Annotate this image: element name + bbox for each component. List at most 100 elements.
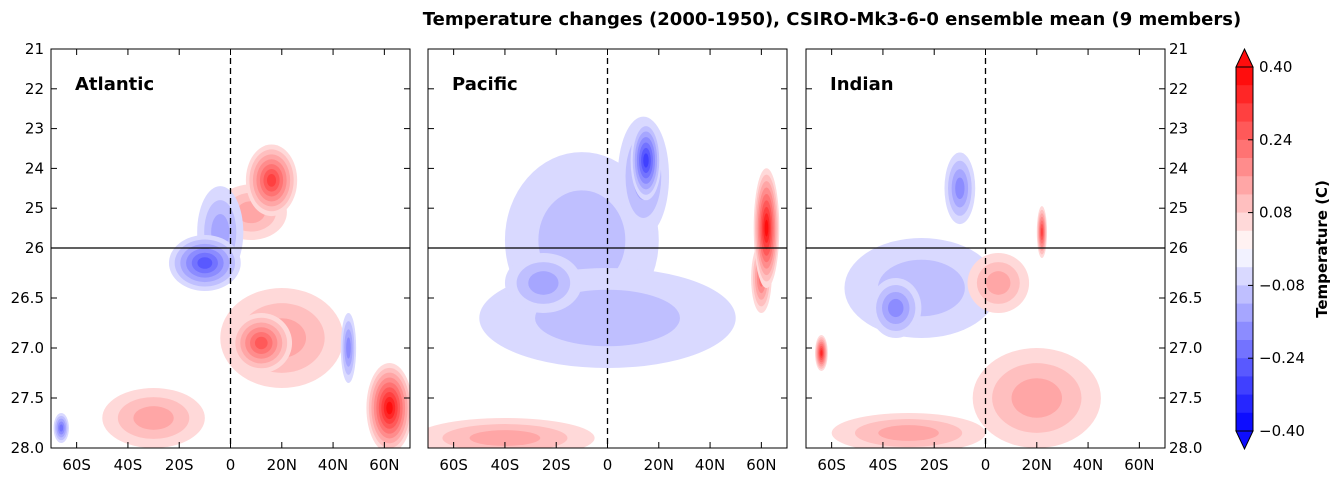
- contour-band: [346, 337, 351, 359]
- panel-pacific: 60S 40S 20S 0 20N 40N 60N Pacific: [427, 48, 788, 474]
- contour-field: [53, 144, 410, 448]
- x-tick-label: 40N: [695, 456, 725, 474]
- x-tick-label: 20N: [267, 456, 297, 474]
- contour-band: [197, 257, 213, 269]
- x-tick-label: 20N: [1022, 456, 1052, 474]
- y-tick-label-right: 22: [1169, 80, 1188, 98]
- colorbar: 0.40 0.24 0.08 −0.08 −0.24 −0.40 Temperature (…: [1235, 47, 1331, 451]
- panel-atlantic: 60S 40S 20S 0 20N 40N 60N Atlantic: [50, 48, 411, 474]
- colorbar-band: [1236, 340, 1253, 359]
- colorbar-tick-label: −0.24: [1259, 349, 1305, 367]
- contour-band: [1041, 227, 1043, 237]
- x-tick-label: 0: [226, 456, 236, 474]
- colorbar-frame: [1235, 66, 1254, 432]
- x-tick-label: 40S: [869, 456, 898, 474]
- contour-band: [59, 424, 64, 432]
- x-tick-label: 20S: [165, 456, 194, 474]
- y-tick-label-left: 26.5: [11, 289, 44, 307]
- contour-band: [1011, 378, 1063, 418]
- colorbar-band: [1236, 285, 1253, 305]
- panels-group: 60S 40S 20S 0 20N 40N 60N Atlantic 60S 40S 20S 0 20N…: [11, 40, 1203, 474]
- x-tick-label: 20S: [920, 456, 949, 474]
- contour-field: [814, 152, 1101, 448]
- colorbar-tick-label: 0.24: [1259, 131, 1292, 149]
- colorbar-band: [1236, 103, 1253, 123]
- x-tick-label: 0: [603, 456, 613, 474]
- colorbar-tick-label: 0.40: [1259, 58, 1292, 76]
- y-tick-label-left: 24: [25, 159, 44, 177]
- colorbar-label: Temperature (C): [1313, 180, 1331, 318]
- contour-band: [386, 401, 393, 415]
- colorbar-tick-label: 0.08: [1259, 204, 1292, 222]
- y-tick-label-right: 26: [1169, 239, 1188, 257]
- colorbar-tick-label: −0.08: [1259, 276, 1305, 294]
- y-tick-label-right: 27.5: [1169, 389, 1202, 407]
- x-tick-label: 40N: [1073, 456, 1103, 474]
- colorbar-band: [1236, 194, 1253, 214]
- contour-band: [764, 219, 769, 237]
- x-tick-label: 0: [981, 456, 991, 474]
- x-tick-label: 60N: [369, 456, 399, 474]
- x-tick-label: 40N: [318, 456, 348, 474]
- colorbar-band: [1236, 212, 1253, 232]
- y-tick-label-right: 23: [1169, 120, 1188, 138]
- contour-band: [266, 173, 277, 187]
- colorbar-band: [1236, 121, 1253, 141]
- chart-title: Temperature changes (2000-1950), CSIRO-M…: [423, 9, 1241, 30]
- contour-band: [254, 336, 268, 350]
- x-tick-label: 20N: [644, 456, 674, 474]
- contour-band: [878, 425, 939, 441]
- colorbar-band: [1236, 176, 1253, 195]
- y-tick-label-right: 25: [1169, 199, 1188, 217]
- contour-band: [528, 271, 559, 295]
- colorbar-band: [1236, 85, 1253, 104]
- panel-label: Atlantic: [75, 74, 154, 95]
- y-tick-label-right: 27.0: [1169, 339, 1202, 357]
- y-tick-label-right: 21: [1169, 40, 1188, 58]
- y-tick-label-left: 23: [25, 120, 44, 138]
- colorbar-band: [1236, 158, 1253, 177]
- contour-band: [820, 350, 823, 356]
- x-tick-label: 20S: [542, 456, 571, 474]
- y-tick-label-left: 28.0: [11, 439, 44, 457]
- colorbar-band: [1236, 267, 1253, 286]
- y-tick-label-left: 27.0: [11, 339, 44, 357]
- colorbar-band: [1236, 412, 1253, 432]
- contour-band: [133, 406, 174, 430]
- y-tick-label-left: 26: [25, 239, 44, 257]
- colorbar-band: [1236, 303, 1253, 323]
- colorbar-tick-label: −0.40: [1259, 422, 1305, 440]
- x-tick-label: 60N: [746, 456, 776, 474]
- panel-label: Pacific: [452, 74, 518, 95]
- contour-band: [955, 177, 965, 200]
- x-tick-label: 60S: [62, 456, 91, 474]
- y-tick-label-left: 22: [25, 80, 44, 98]
- contour-field: [428, 116, 780, 448]
- x-tick-label: 40S: [491, 456, 520, 474]
- contour-band: [469, 430, 541, 446]
- colorbar-extend-max: [1235, 47, 1254, 68]
- y-tick-label-right: 28.0: [1169, 439, 1202, 457]
- x-tick-label: 60N: [1124, 456, 1154, 474]
- panel-indian: 60S 40S 20S 0 20N 40N 60N Indian: [805, 48, 1166, 474]
- y-tick-label-right: 26.5: [1169, 289, 1202, 307]
- x-tick-label: 60S: [817, 456, 846, 474]
- panel-label: Indian: [830, 74, 894, 95]
- x-tick-label: 60S: [439, 456, 468, 474]
- colorbar-band: [1236, 394, 1253, 414]
- colorbar-band: [1236, 358, 1253, 377]
- colorbar-band: [1236, 230, 1253, 250]
- colorbar-extend-min: [1235, 430, 1254, 451]
- colorbar-band: [1236, 376, 1253, 396]
- x-tick-label: 40S: [114, 456, 143, 474]
- y-tick-label-left: 25: [25, 199, 44, 217]
- contour-band: [643, 153, 649, 168]
- colorbar-band: [1236, 249, 1253, 268]
- y-tick-label-left: 27.5: [11, 389, 44, 407]
- contour-band: [986, 271, 1011, 295]
- colorbar-band: [1236, 139, 1253, 159]
- y-tick-label-right: 24: [1169, 159, 1188, 177]
- colorbar-band: [1236, 67, 1253, 86]
- colorbar-band: [1236, 321, 1253, 341]
